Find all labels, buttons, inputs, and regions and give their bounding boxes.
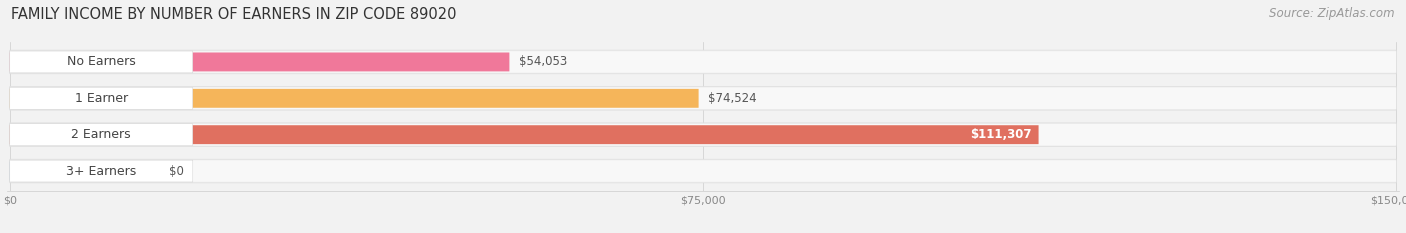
Text: $74,524: $74,524 [709,92,756,105]
FancyBboxPatch shape [10,50,1396,74]
Text: $111,307: $111,307 [970,128,1032,141]
Text: 3+ Earners: 3+ Earners [66,164,136,178]
FancyBboxPatch shape [10,159,1396,183]
FancyBboxPatch shape [10,160,193,182]
FancyBboxPatch shape [10,160,1396,182]
Text: 2 Earners: 2 Earners [72,128,131,141]
FancyBboxPatch shape [10,89,699,108]
Text: No Earners: No Earners [67,55,136,69]
FancyBboxPatch shape [10,162,143,181]
Text: FAMILY INCOME BY NUMBER OF EARNERS IN ZIP CODE 89020: FAMILY INCOME BY NUMBER OF EARNERS IN ZI… [11,7,457,22]
FancyBboxPatch shape [10,86,1396,110]
FancyBboxPatch shape [10,87,193,109]
FancyBboxPatch shape [10,52,509,71]
Text: $0: $0 [169,164,184,178]
FancyBboxPatch shape [10,88,1396,109]
Text: Source: ZipAtlas.com: Source: ZipAtlas.com [1270,7,1395,20]
FancyBboxPatch shape [10,124,1396,145]
FancyBboxPatch shape [10,124,193,146]
Text: 1 Earner: 1 Earner [75,92,128,105]
FancyBboxPatch shape [10,125,1039,144]
FancyBboxPatch shape [10,51,1396,73]
Text: $54,053: $54,053 [519,55,568,69]
FancyBboxPatch shape [10,123,1396,147]
FancyBboxPatch shape [10,51,193,73]
